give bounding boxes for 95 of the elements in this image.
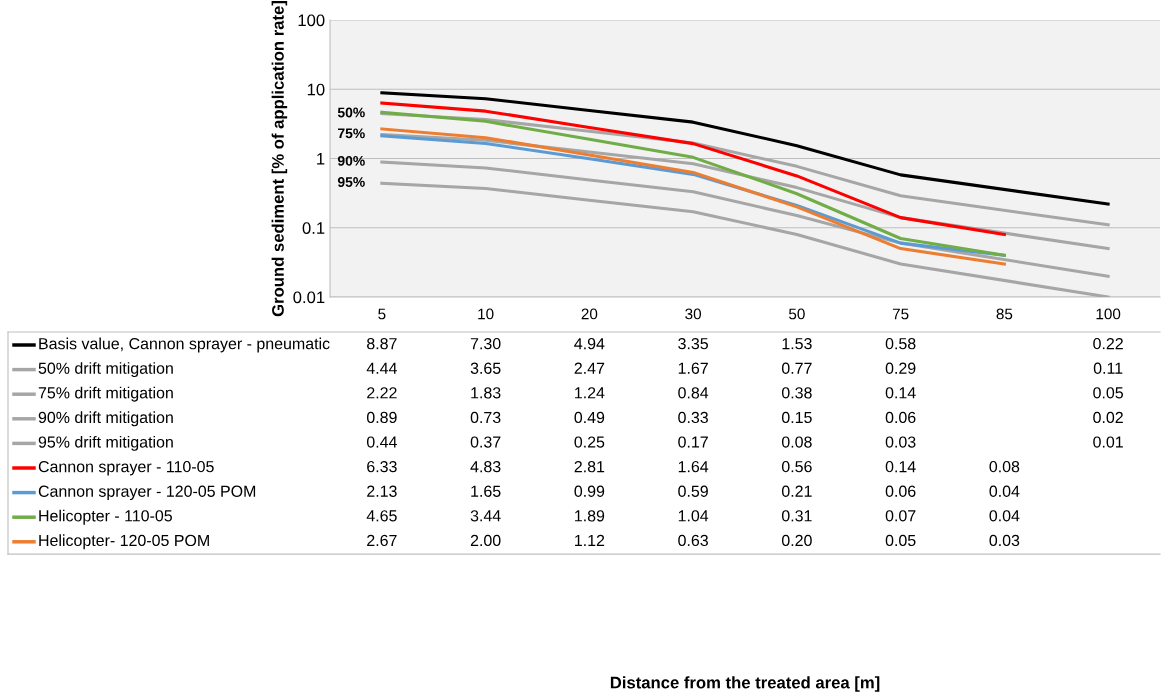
data-label: 2.67	[367, 534, 397, 547]
y-tick-label: 0.1	[302, 222, 325, 234]
data-label: 1.04	[678, 510, 709, 522]
data-label: 0.84	[678, 387, 709, 399]
data-label: 3.35	[678, 337, 708, 350]
legend-label: 90% drift mitigation	[38, 411, 173, 427]
x-tick-label: 75	[892, 308, 909, 320]
data-label: 1.64	[678, 460, 709, 473]
data-label: 0.73	[470, 411, 501, 424]
data-label: 0.25	[574, 436, 605, 448]
data-label: 1.83	[471, 387, 501, 399]
y-tick-label: 100	[298, 14, 325, 27]
data-label: 6.33	[367, 460, 397, 473]
line-series	[380, 91, 1110, 206]
data-label: 0.59	[678, 485, 708, 497]
data-label: 4.83	[470, 460, 501, 473]
data-label: 0.11	[1093, 362, 1123, 374]
text: Distance from the treated area [m]	[610, 676, 880, 692]
data-label: 0.08	[989, 460, 1020, 473]
legend-label: Cannon sprayer - 110-05	[38, 460, 214, 476]
data-label: 1.12	[575, 534, 605, 546]
data-label: 0.05	[885, 534, 916, 547]
legend-label: Cannon sprayer - 120-05 POM	[38, 485, 256, 501]
data-label: 0.38	[781, 387, 812, 399]
data-label: 0.05	[1093, 387, 1123, 399]
annotation: 50%	[337, 107, 365, 118]
data-label: 1.65	[471, 485, 501, 497]
annotation: 75%	[338, 128, 365, 139]
data-label: 3.65	[470, 362, 501, 374]
data-label: 0.17	[678, 436, 708, 448]
data-label: 0.89	[366, 411, 397, 424]
x-tick-label: 20	[581, 308, 598, 320]
data-label: 0.29	[885, 362, 916, 374]
data-label: 2.47	[574, 362, 605, 374]
data-label: 0.15	[781, 411, 812, 424]
data-label: 2.22	[367, 387, 397, 399]
y-tick-label: 0.01	[293, 291, 325, 304]
data-label: 0.14	[885, 460, 916, 473]
data-label: 0.06	[885, 411, 916, 424]
data-label: 0.44	[366, 436, 397, 448]
data-label: 0.03	[989, 534, 1020, 547]
data-label: 1.24	[575, 387, 605, 399]
x-tick-label: 30	[685, 308, 702, 320]
data-label: 0.31	[781, 510, 812, 522]
data-label: 0.49	[574, 411, 605, 424]
legend-label: 75% drift mitigation	[38, 386, 173, 402]
data-label: 0.33	[678, 411, 708, 424]
y-tick-label: 10	[307, 83, 325, 96]
data-label: 0.02	[1093, 411, 1123, 424]
data-label: 0.04	[989, 510, 1020, 522]
data-label: 0.77	[781, 362, 812, 374]
data-label: 2.00	[470, 534, 501, 547]
x-tick-label: 85	[996, 308, 1013, 320]
data-label: 8.87	[367, 337, 397, 350]
data-label: 0.04	[989, 485, 1020, 497]
data-label: 4.44	[366, 362, 397, 374]
data-label: 0.63	[678, 534, 708, 547]
data-label: 0.14	[885, 387, 916, 399]
data-label: 0.07	[885, 510, 916, 522]
data-label: 4.94	[574, 337, 605, 350]
data-label: 0.06	[885, 485, 916, 497]
data-label: 3.44	[470, 510, 501, 522]
data-label: 0.20	[781, 534, 812, 547]
legend-label: 50% drift mitigation	[38, 362, 173, 378]
data-label: 0.01	[1093, 436, 1123, 448]
data-label: 1.89	[575, 510, 605, 522]
data-label: 0.03	[885, 436, 916, 448]
x-tick-label: 100	[1096, 308, 1121, 320]
data-label: 4.65	[366, 510, 397, 522]
data-label: 0.22	[1093, 337, 1123, 350]
line-series	[380, 101, 1006, 236]
legend-label: Helicopter- 120-05 POM	[39, 534, 209, 550]
annotation: 90%	[337, 155, 365, 166]
line-series	[380, 110, 1006, 257]
y-tick-label: 1	[317, 153, 325, 165]
data-label: 7.30	[470, 337, 501, 350]
data-label: 1.67	[678, 362, 708, 374]
data-label: 2.81	[574, 460, 605, 473]
data-label: 0.56	[781, 460, 812, 473]
legend-label: 95% drift mitigation	[38, 435, 173, 451]
x-tick-label: 5	[378, 308, 386, 320]
y-axis-title: Ground sediment [% of application rate]	[271, 1, 288, 317]
data-label: 2.13	[367, 485, 397, 497]
annotation: 95%	[337, 177, 365, 187]
legend-label: Helicopter - 110-05	[39, 509, 172, 525]
data-label: 0.58	[885, 337, 916, 350]
line-series	[380, 181, 1110, 297]
x-tick-label: 10	[478, 308, 494, 320]
x-tick-label: 50	[788, 308, 805, 320]
data-label: 0.37	[470, 436, 501, 448]
data-label: 1.53	[782, 337, 812, 350]
data-label: 0.99	[574, 485, 605, 497]
data-label: 0.08	[781, 436, 812, 448]
legend-label: Basis value, Cannon sprayer - pneumatic	[39, 337, 330, 353]
data-label: 0.21	[781, 485, 812, 497]
